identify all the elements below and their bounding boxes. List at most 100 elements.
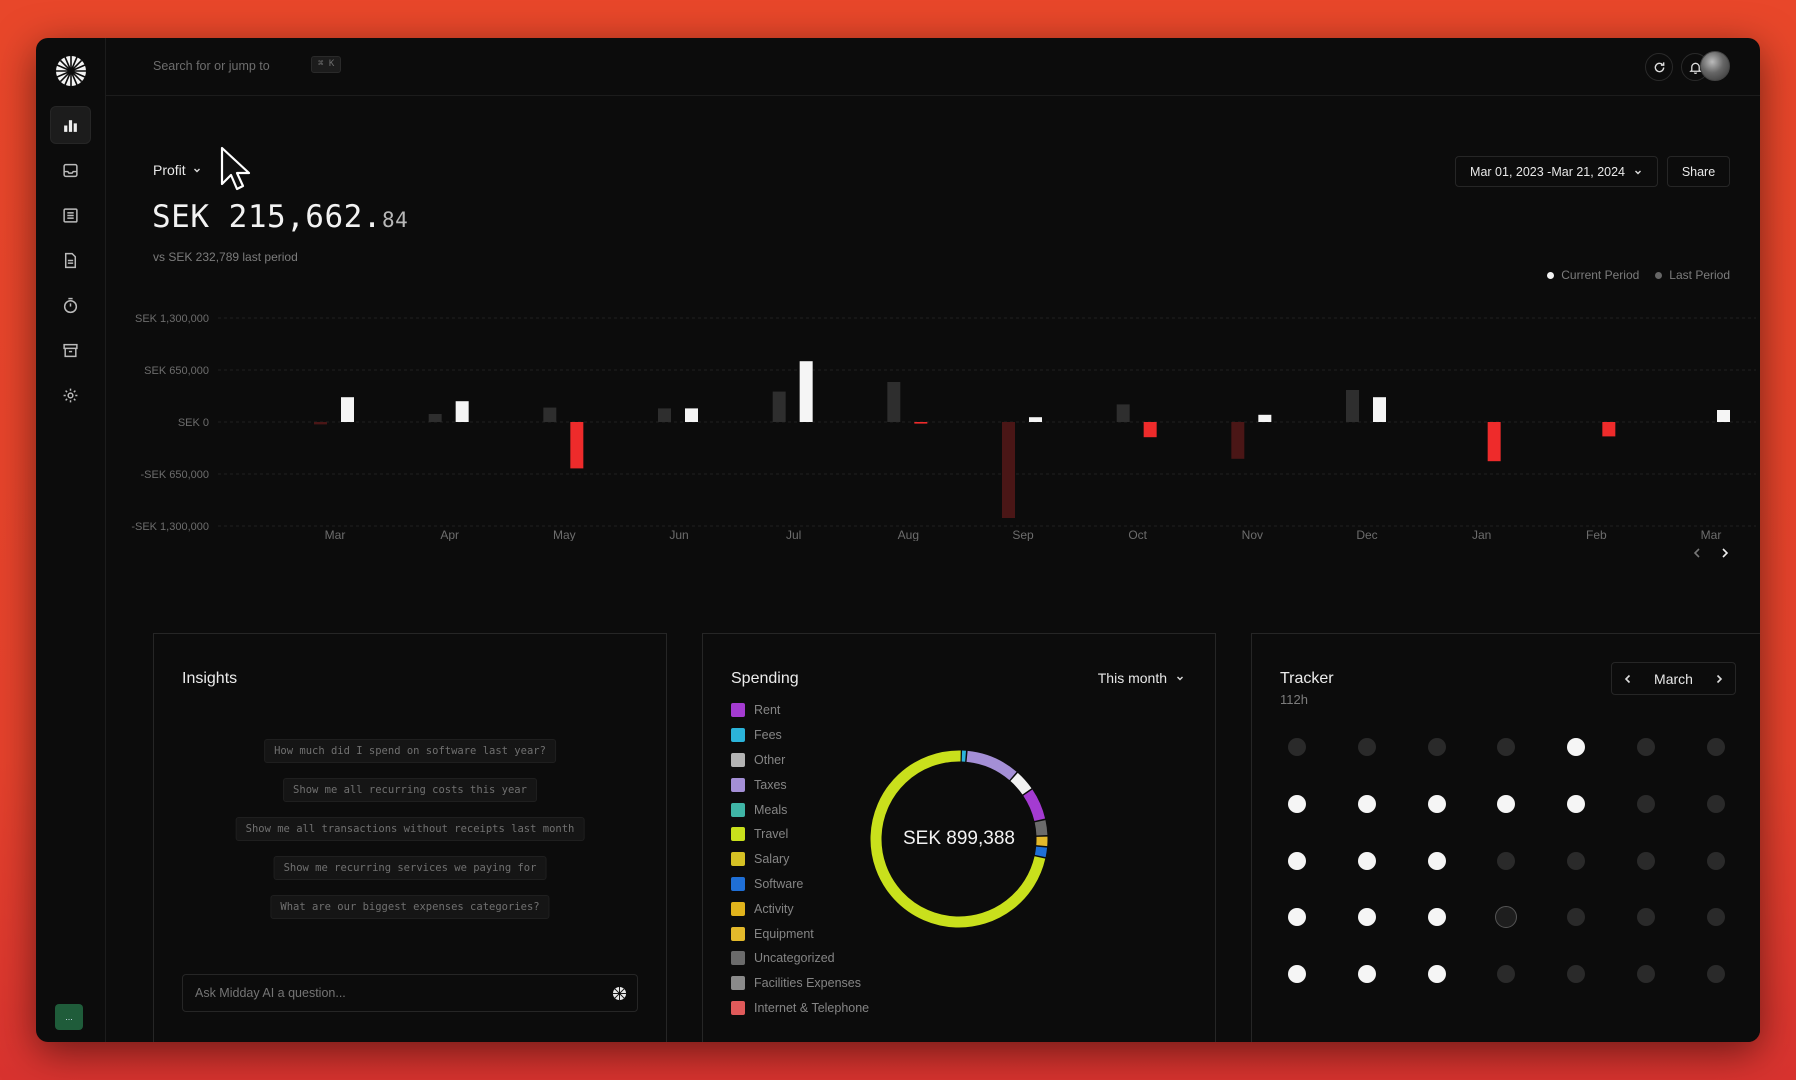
chevron-left-icon[interactable] <box>1690 546 1704 560</box>
tracker-day[interactable] <box>1357 738 1376 756</box>
spending-category-item[interactable]: Fees <box>731 723 869 748</box>
tracker-day[interactable] <box>1495 906 1518 929</box>
tracker-day[interactable] <box>1706 908 1725 927</box>
chevron-right-icon[interactable] <box>1713 673 1725 685</box>
nav-invoices[interactable] <box>50 241 91 279</box>
spending-category-item[interactable]: Internet & Telephone <box>731 996 869 1021</box>
bar-current-period[interactable] <box>1029 417 1042 422</box>
bar-current-period[interactable] <box>1717 410 1730 422</box>
bar-last-period[interactable] <box>1231 422 1245 459</box>
tracker-day[interactable] <box>1567 851 1586 870</box>
share-button[interactable]: Share <box>1667 156 1730 187</box>
bar-current-period[interactable] <box>570 422 584 469</box>
bar-last-period[interactable] <box>772 391 786 422</box>
insight-question-chip[interactable]: Show me all recurring costs this year <box>283 778 537 802</box>
search-input[interactable]: Search for or jump to <box>153 59 270 73</box>
spending-category-item[interactable]: Equipment <box>731 921 869 946</box>
tracker-day[interactable] <box>1427 851 1446 870</box>
bar-current-period[interactable] <box>1143 422 1157 438</box>
tracker-day[interactable] <box>1637 965 1655 984</box>
donut-segment[interactable] <box>870 750 1048 928</box>
insight-question-chip[interactable]: How much did I spend on software last ye… <box>264 739 556 763</box>
bar-last-period[interactable] <box>543 407 557 422</box>
tracker-day[interactable] <box>1706 794 1725 813</box>
metric-select[interactable]: Profit <box>153 162 202 178</box>
tracker-day[interactable] <box>1567 738 1586 756</box>
bar-last-period[interactable] <box>428 414 442 422</box>
tracker-day[interactable] <box>1288 908 1306 927</box>
tracker-day[interactable] <box>1567 908 1586 927</box>
tracker-day[interactable] <box>1427 908 1446 927</box>
tracker-day[interactable] <box>1427 794 1446 813</box>
bar-current-period[interactable] <box>341 397 354 422</box>
ask-ai-input[interactable] <box>182 974 638 1012</box>
spending-category-item[interactable]: Rent <box>731 698 869 723</box>
nav-vault[interactable] <box>50 331 91 369</box>
bar-last-period[interactable] <box>658 408 671 422</box>
spending-period-select[interactable]: This month <box>1098 670 1185 686</box>
tracker-day[interactable] <box>1427 738 1446 756</box>
tracker-day[interactable] <box>1427 965 1446 984</box>
tracker-day[interactable] <box>1567 794 1586 813</box>
nav-inbox[interactable] <box>50 151 91 189</box>
nav-transactions[interactable] <box>50 196 91 234</box>
tracker-day[interactable] <box>1637 794 1655 813</box>
nav-overview[interactable] <box>50 106 91 144</box>
insight-question-chip[interactable]: What are our biggest expenses categories… <box>270 895 550 919</box>
midday-ai-icon[interactable] <box>612 986 627 1001</box>
spending-category-item[interactable]: Software <box>731 872 869 897</box>
tracker-day[interactable] <box>1497 965 1516 984</box>
bar-last-period[interactable] <box>314 422 327 425</box>
tracker-day[interactable] <box>1637 908 1655 927</box>
refresh-button[interactable] <box>1645 53 1673 81</box>
chevron-left-icon[interactable] <box>1622 673 1634 685</box>
nav-settings[interactable] <box>50 376 91 414</box>
spending-category-item[interactable]: Meals <box>731 797 869 822</box>
tracker-day[interactable] <box>1497 794 1516 813</box>
spending-category-item[interactable]: Taxes <box>731 772 869 797</box>
tracker-day[interactable] <box>1288 794 1306 813</box>
user-team-badge[interactable]: ... <box>55 1004 83 1030</box>
bar-current-period[interactable] <box>455 401 469 422</box>
bar-current-period[interactable] <box>1258 414 1272 422</box>
avatar[interactable] <box>1700 51 1730 81</box>
spending-category-item[interactable]: Travel <box>731 822 869 847</box>
spending-category-item[interactable]: Other <box>731 748 869 773</box>
nav-tracker[interactable] <box>50 286 91 324</box>
donut-segment[interactable] <box>870 750 1048 928</box>
tracker-day[interactable] <box>1497 738 1516 756</box>
tracker-day[interactable] <box>1706 965 1725 984</box>
bar-current-period[interactable] <box>799 361 813 422</box>
tracker-day[interactable] <box>1637 851 1655 870</box>
bar-current-period[interactable] <box>1602 422 1616 437</box>
spending-category-item[interactable]: Facilities Expenses <box>731 971 869 996</box>
insight-question-chip[interactable]: Show me all transactions without receipt… <box>235 817 585 841</box>
tracker-day[interactable] <box>1357 851 1376 870</box>
bar-current-period[interactable] <box>1373 397 1386 422</box>
bar-current-period[interactable] <box>914 422 928 424</box>
date-range-button[interactable]: Mar 01, 2023 -Mar 21, 2024 <box>1455 156 1658 187</box>
spending-category-item[interactable]: Salary <box>731 847 869 872</box>
midday-logo-icon[interactable] <box>54 54 88 88</box>
tracker-day[interactable] <box>1637 738 1655 756</box>
bar-last-period[interactable] <box>1116 404 1130 422</box>
bar-last-period[interactable] <box>1346 390 1359 422</box>
donut-segment[interactable] <box>870 750 1048 928</box>
bar-current-period[interactable] <box>685 408 698 422</box>
tracker-day[interactable] <box>1357 794 1376 813</box>
tracker-day[interactable] <box>1567 965 1586 984</box>
tracker-day[interactable] <box>1357 908 1376 927</box>
tracker-day[interactable] <box>1497 851 1516 870</box>
tracker-day[interactable] <box>1706 851 1725 870</box>
tracker-day[interactable] <box>1357 965 1376 984</box>
tracker-day[interactable] <box>1288 851 1306 870</box>
insight-question-chip[interactable]: Show me recurring services we paying for <box>273 856 547 880</box>
tracker-day[interactable] <box>1288 738 1306 756</box>
tracker-day[interactable] <box>1288 965 1306 984</box>
bar-current-period[interactable] <box>1487 422 1501 462</box>
spending-category-item[interactable]: Uncategorized <box>731 946 869 971</box>
bar-last-period[interactable] <box>887 382 901 422</box>
chevron-right-icon[interactable] <box>1718 546 1732 560</box>
spending-category-item[interactable]: Activity <box>731 896 869 921</box>
bar-last-period[interactable] <box>1002 422 1015 518</box>
